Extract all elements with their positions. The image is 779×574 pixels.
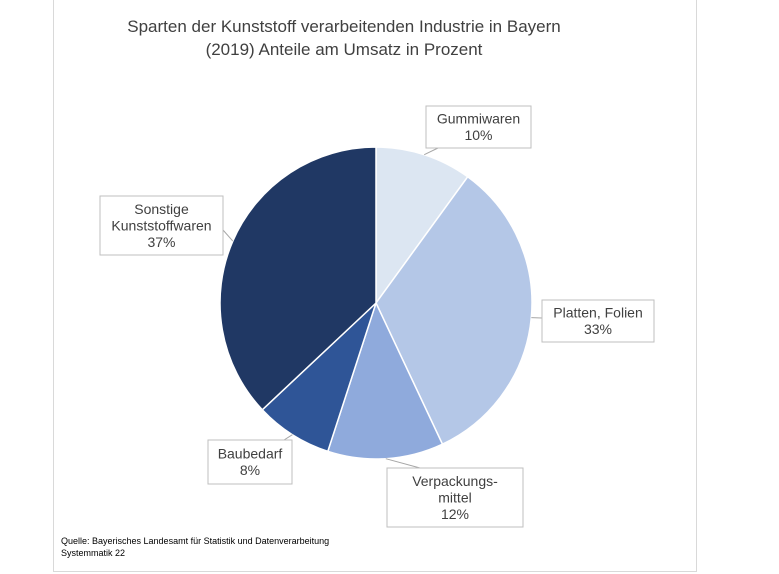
data-label-box bbox=[541, 299, 655, 343]
data-label-value: 33% bbox=[584, 321, 612, 337]
source-line-2: Systemmatik 22 bbox=[61, 548, 125, 558]
leader-line-verpackungsmittel bbox=[385, 458, 421, 469]
label-leader-lines bbox=[222, 147, 543, 469]
pie-slice-verpackungsmittel bbox=[326, 300, 444, 460]
leader-line-gummiwaren bbox=[423, 147, 439, 156]
pie-slice-gummiwaren bbox=[375, 146, 469, 306]
pie-slices bbox=[219, 146, 533, 460]
leader-line-baubedarf bbox=[283, 434, 293, 441]
data-label-value: 10% bbox=[464, 127, 492, 143]
data-label-category: Baubedarf bbox=[218, 446, 283, 462]
data-label-category: mittel bbox=[438, 489, 471, 505]
data-label-category: Kunststoffwaren bbox=[111, 217, 211, 233]
data-label-value: 12% bbox=[441, 506, 469, 522]
data-label-value: 8% bbox=[240, 462, 260, 478]
data-label-box bbox=[207, 439, 293, 485]
data-label-box bbox=[425, 105, 532, 149]
leader-line-sonstige-kunststoffwaren bbox=[222, 229, 234, 242]
source-line-1: Quelle: Bayerisches Landesamt für Statis… bbox=[61, 536, 329, 546]
data-label-box bbox=[99, 195, 224, 256]
data-label-category: Platten, Folien bbox=[553, 305, 643, 321]
pie-slice-platten-folien bbox=[375, 175, 533, 446]
data-label-value: 37% bbox=[147, 234, 175, 250]
data-label-category: Verpackungs- bbox=[412, 473, 498, 489]
chart-frame bbox=[53, 0, 697, 572]
chart-title-line-1: Sparten der Kunststoff verarbeitenden In… bbox=[127, 17, 560, 36]
chart-title: Sparten der Kunststoff verarbeitenden In… bbox=[127, 17, 560, 59]
chart-title-line-2: (2019) Anteile am Umsatz in Prozent bbox=[206, 40, 483, 59]
data-label-box bbox=[386, 467, 524, 528]
pie-slice-sonstige-kunststoffwaren bbox=[219, 146, 377, 411]
source-note: Quelle: Bayerisches Landesamt für Statis… bbox=[61, 536, 329, 558]
data-label-category: Gummiwaren bbox=[437, 111, 520, 127]
data-label-category: Sonstige bbox=[134, 201, 189, 217]
